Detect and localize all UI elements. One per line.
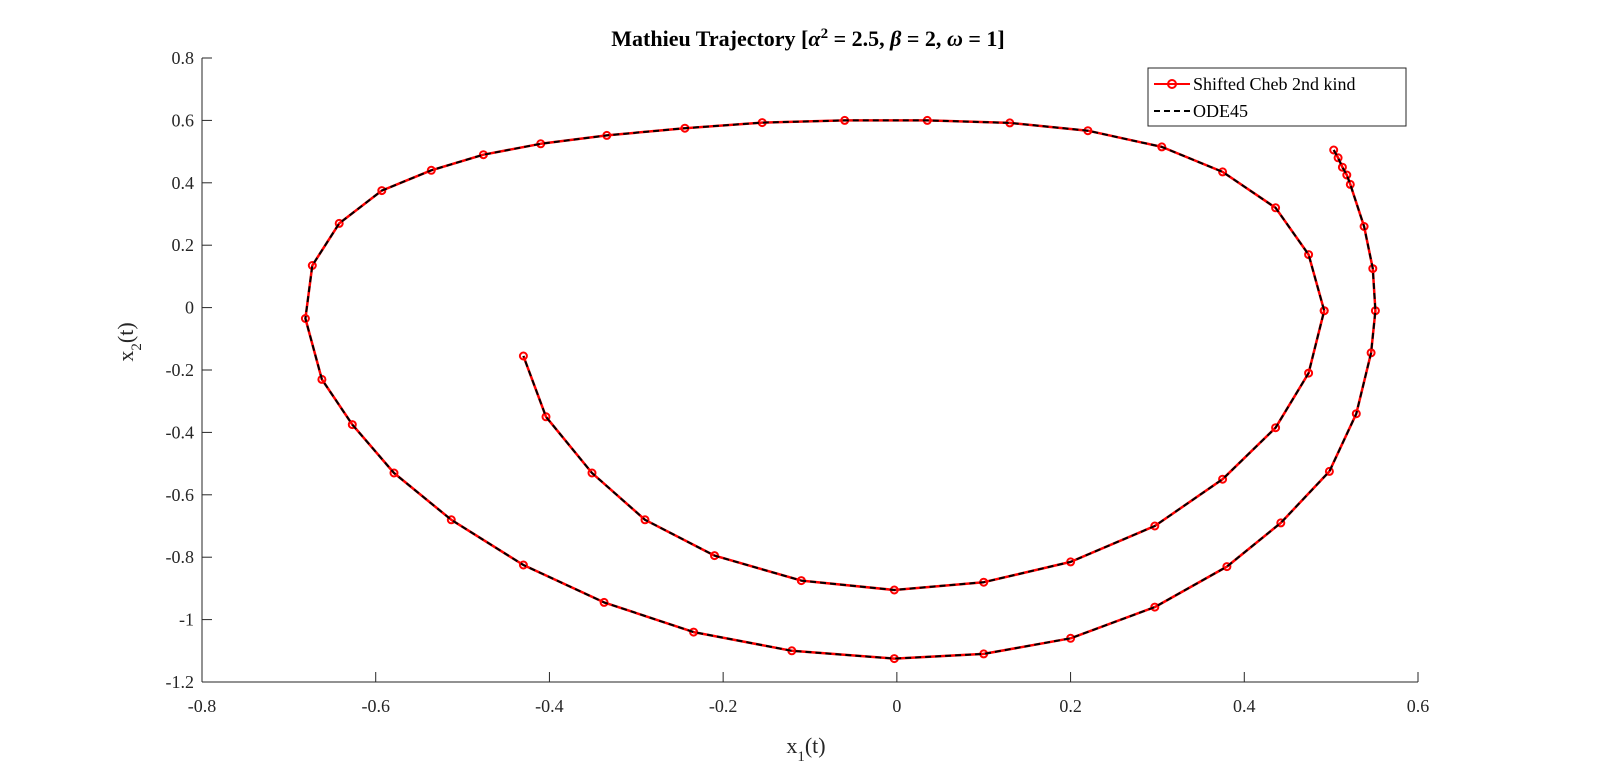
series-cheb-point bbox=[1271, 423, 1281, 433]
series-cheb-point bbox=[377, 186, 387, 196]
series-cheb-point bbox=[1351, 409, 1361, 419]
x-tick-label: -0.4 bbox=[535, 696, 564, 716]
series-cheb-point bbox=[334, 218, 344, 228]
legend: Shifted Cheb 2nd kind ODE45 bbox=[1147, 67, 1407, 127]
series-ode45-line bbox=[304, 119, 1377, 660]
x-tick-label: -0.8 bbox=[188, 696, 217, 716]
y-tick-label: -0.6 bbox=[166, 485, 195, 505]
x-tick-label: 0.6 bbox=[1407, 696, 1430, 716]
y-tick-label: 0.6 bbox=[172, 110, 195, 130]
title-omega-symbol: ω bbox=[947, 26, 963, 51]
chart-title: Mathieu Trajectory [α2 = 2.5, β = 2, ω =… bbox=[611, 26, 1004, 51]
x-tick-label: -0.2 bbox=[709, 696, 738, 716]
x-tick-label: 0.4 bbox=[1233, 696, 1256, 716]
ticks: -0.8 -0.6 -0.4 -0.2 0 0.2 0.4 0.6 -1.2 -1 -0.8 -0.6… bbox=[166, 48, 1430, 716]
series-cheb-point bbox=[1333, 153, 1343, 163]
series-cheb-point bbox=[446, 515, 456, 525]
series-cheb-point bbox=[1342, 170, 1352, 180]
y-tick-label: -0.8 bbox=[166, 547, 195, 567]
series-cheb-point bbox=[1329, 145, 1339, 155]
legend-label-ode45: ODE45 bbox=[1193, 101, 1248, 121]
y-tick-label: -0.2 bbox=[166, 360, 195, 380]
series-cheb-point bbox=[1271, 203, 1281, 213]
series-cheb-point bbox=[587, 468, 597, 478]
series-cheb-point bbox=[426, 165, 436, 175]
legend-box bbox=[1147, 67, 1407, 127]
series-cheb-point bbox=[640, 515, 650, 525]
series-cheb-point bbox=[602, 130, 612, 140]
y-tick-label: -1.2 bbox=[166, 672, 195, 692]
y-tick-label: -1 bbox=[179, 610, 194, 630]
series-cheb-point bbox=[1345, 179, 1355, 189]
x-axis-label: x1(t) bbox=[786, 733, 825, 765]
series-cheb-point bbox=[1359, 222, 1369, 231]
x-tick-label: 0 bbox=[892, 696, 901, 716]
title-prefix: Mathieu Trajectory [ bbox=[611, 26, 808, 51]
plot-area bbox=[300, 115, 1380, 664]
series-cheb-point bbox=[1150, 521, 1160, 531]
title-beta-symbol: β bbox=[889, 26, 902, 51]
title-alpha-exponent: 2 bbox=[821, 26, 829, 42]
y-tick-label: -0.4 bbox=[166, 422, 195, 442]
series-cheb-point bbox=[347, 420, 357, 430]
series-cheb-point bbox=[541, 412, 551, 422]
y-tick-label: 0.8 bbox=[172, 48, 195, 68]
series-cheb-point bbox=[389, 468, 399, 478]
y-tick-label: 0.2 bbox=[172, 235, 195, 255]
legend-swatch-cheb-marker bbox=[1167, 79, 1177, 89]
series-cheb-point bbox=[1218, 474, 1228, 484]
title-omega-value: = 1] bbox=[963, 26, 1005, 51]
series-cheb-point bbox=[1304, 368, 1314, 378]
series-cheb-point bbox=[689, 627, 699, 637]
series-cheb-point bbox=[1222, 562, 1232, 572]
y-axis-label: x2(t) bbox=[113, 322, 145, 361]
series-cheb-point bbox=[599, 597, 609, 607]
y-tick-label: 0 bbox=[185, 298, 194, 318]
series-cheb-point bbox=[1276, 518, 1286, 528]
series-cheb-line bbox=[304, 119, 1377, 660]
title-alpha-symbol: α bbox=[808, 26, 821, 51]
series-cheb-point bbox=[1150, 602, 1160, 612]
series-cheb-point bbox=[518, 560, 528, 570]
series-cheb-point bbox=[1218, 167, 1228, 177]
title-beta-value: = 2, bbox=[901, 26, 947, 51]
y-tick-label: 0.4 bbox=[172, 173, 195, 193]
series-cheb-point bbox=[1324, 466, 1334, 476]
axes bbox=[201, 58, 1418, 683]
x-tick-label: 0.2 bbox=[1059, 696, 1082, 716]
title-alpha-value: = 2.5, bbox=[828, 26, 890, 51]
series-cheb-point bbox=[1337, 162, 1347, 172]
x-tick-label: -0.6 bbox=[361, 696, 390, 716]
legend-label-cheb: Shifted Cheb 2nd kind bbox=[1193, 74, 1356, 94]
series-cheb-point bbox=[1157, 142, 1167, 152]
series-cheb-point bbox=[518, 351, 528, 361]
